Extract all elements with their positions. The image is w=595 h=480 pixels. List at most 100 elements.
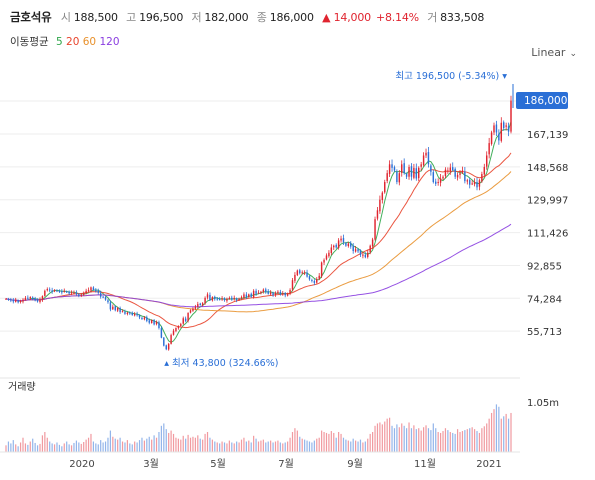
candle-body: [129, 312, 131, 314]
volume-bar: [24, 443, 27, 452]
candle: [282, 291, 284, 296]
candle-body: [109, 302, 112, 310]
candle: [170, 333, 172, 345]
volume-bar: [357, 441, 359, 452]
volume-bar: [369, 433, 371, 452]
candle: [328, 250, 330, 258]
volume-bar: [87, 437, 90, 452]
candle-body: [221, 298, 223, 300]
low-value: 182,000: [204, 11, 249, 24]
candle-body: [87, 289, 90, 291]
candle: [364, 252, 367, 259]
volume-bar: [70, 445, 73, 452]
candle: [330, 244, 333, 256]
candle: [238, 297, 240, 301]
candle-body: [418, 167, 420, 179]
volume-bar: [39, 443, 41, 452]
candle: [73, 290, 75, 294]
candle-body: [192, 308, 194, 311]
candle: [498, 129, 500, 145]
candle: [386, 170, 388, 184]
candle: [483, 163, 486, 177]
candle: [119, 306, 121, 314]
candle-body: [65, 291, 68, 293]
volume-bar: [505, 413, 507, 452]
candle: [99, 290, 102, 299]
x-tick-label: 2021: [476, 459, 501, 470]
candle: [12, 298, 15, 304]
candle-body: [5, 298, 7, 300]
volume-bar: [299, 436, 301, 452]
candle-body: [490, 132, 493, 144]
x-axis-labels: 2020 3월 5월 7월 9월 11월 2021: [69, 458, 501, 470]
current-price-tag: [516, 92, 568, 109]
candle: [430, 163, 432, 176]
volume-bar: [469, 428, 471, 452]
moving-average-legend[interactable]: 이동평균 5 20 60 120: [10, 34, 120, 49]
volume-bar: [294, 428, 296, 452]
candle-body: [148, 320, 150, 323]
candle-body: [252, 290, 255, 298]
candle-body: [296, 270, 299, 276]
candle: [29, 296, 32, 300]
candle: [221, 296, 223, 301]
current-price-label: 186,000: [524, 95, 567, 107]
y-tick-label: 129,997: [527, 196, 568, 207]
candle-body: [68, 291, 70, 294]
candle-body: [376, 210, 379, 219]
chevron-down-icon: ⌄: [569, 49, 577, 59]
candle-body: [413, 167, 415, 178]
candle: [415, 163, 418, 181]
x-tick-label: 5월: [210, 458, 226, 470]
candle: [359, 249, 362, 258]
volume-bar: [386, 418, 388, 452]
volume-bar: [146, 438, 148, 452]
candle: [218, 297, 221, 301]
candle-body: [44, 290, 46, 296]
volume-bar: [510, 412, 512, 452]
candle-body: [107, 300, 109, 303]
volume-bar: [461, 431, 464, 452]
candle-body: [435, 181, 437, 184]
volume-bar: [112, 436, 114, 452]
volume-bar: [124, 442, 126, 452]
y-tick-label: 55,713: [527, 327, 562, 338]
candle: [184, 316, 187, 323]
candle: [311, 278, 313, 283]
volume-bar: [330, 431, 332, 452]
volume-bar: [192, 436, 194, 452]
scale-selector[interactable]: Linear ⌄: [531, 46, 577, 59]
ma-5-line: [5, 121, 512, 343]
volume-bar: [44, 432, 46, 452]
volume-bar: [323, 432, 325, 452]
candle-body: [124, 311, 126, 314]
volume-bar: [15, 444, 17, 452]
volume-bar: [148, 436, 150, 452]
volume-bar: [255, 438, 257, 452]
volume-bar: [318, 437, 320, 452]
candle-body: [235, 298, 238, 301]
candle-body: [12, 300, 15, 302]
volume-bar: [109, 430, 112, 452]
candle: [61, 289, 63, 295]
volume-bar: [308, 441, 311, 452]
candle: [478, 178, 481, 191]
volume-bar: [83, 442, 85, 452]
candle-body: [58, 291, 61, 293]
y-tick-label: 167,139: [527, 130, 568, 141]
volume-bar: [250, 442, 252, 452]
candle-body: [78, 294, 80, 296]
candle: [464, 166, 466, 184]
candle-body: [286, 293, 289, 296]
candle: [294, 272, 296, 284]
candle-body: [255, 290, 257, 294]
candle-body: [48, 289, 51, 291]
volume-bar: [401, 423, 403, 452]
candle-body: [31, 297, 34, 299]
candle-body: [464, 171, 466, 182]
volume-bar: [471, 427, 473, 452]
candle: [432, 169, 435, 184]
candle: [48, 287, 51, 292]
volume-bar: [272, 442, 274, 452]
